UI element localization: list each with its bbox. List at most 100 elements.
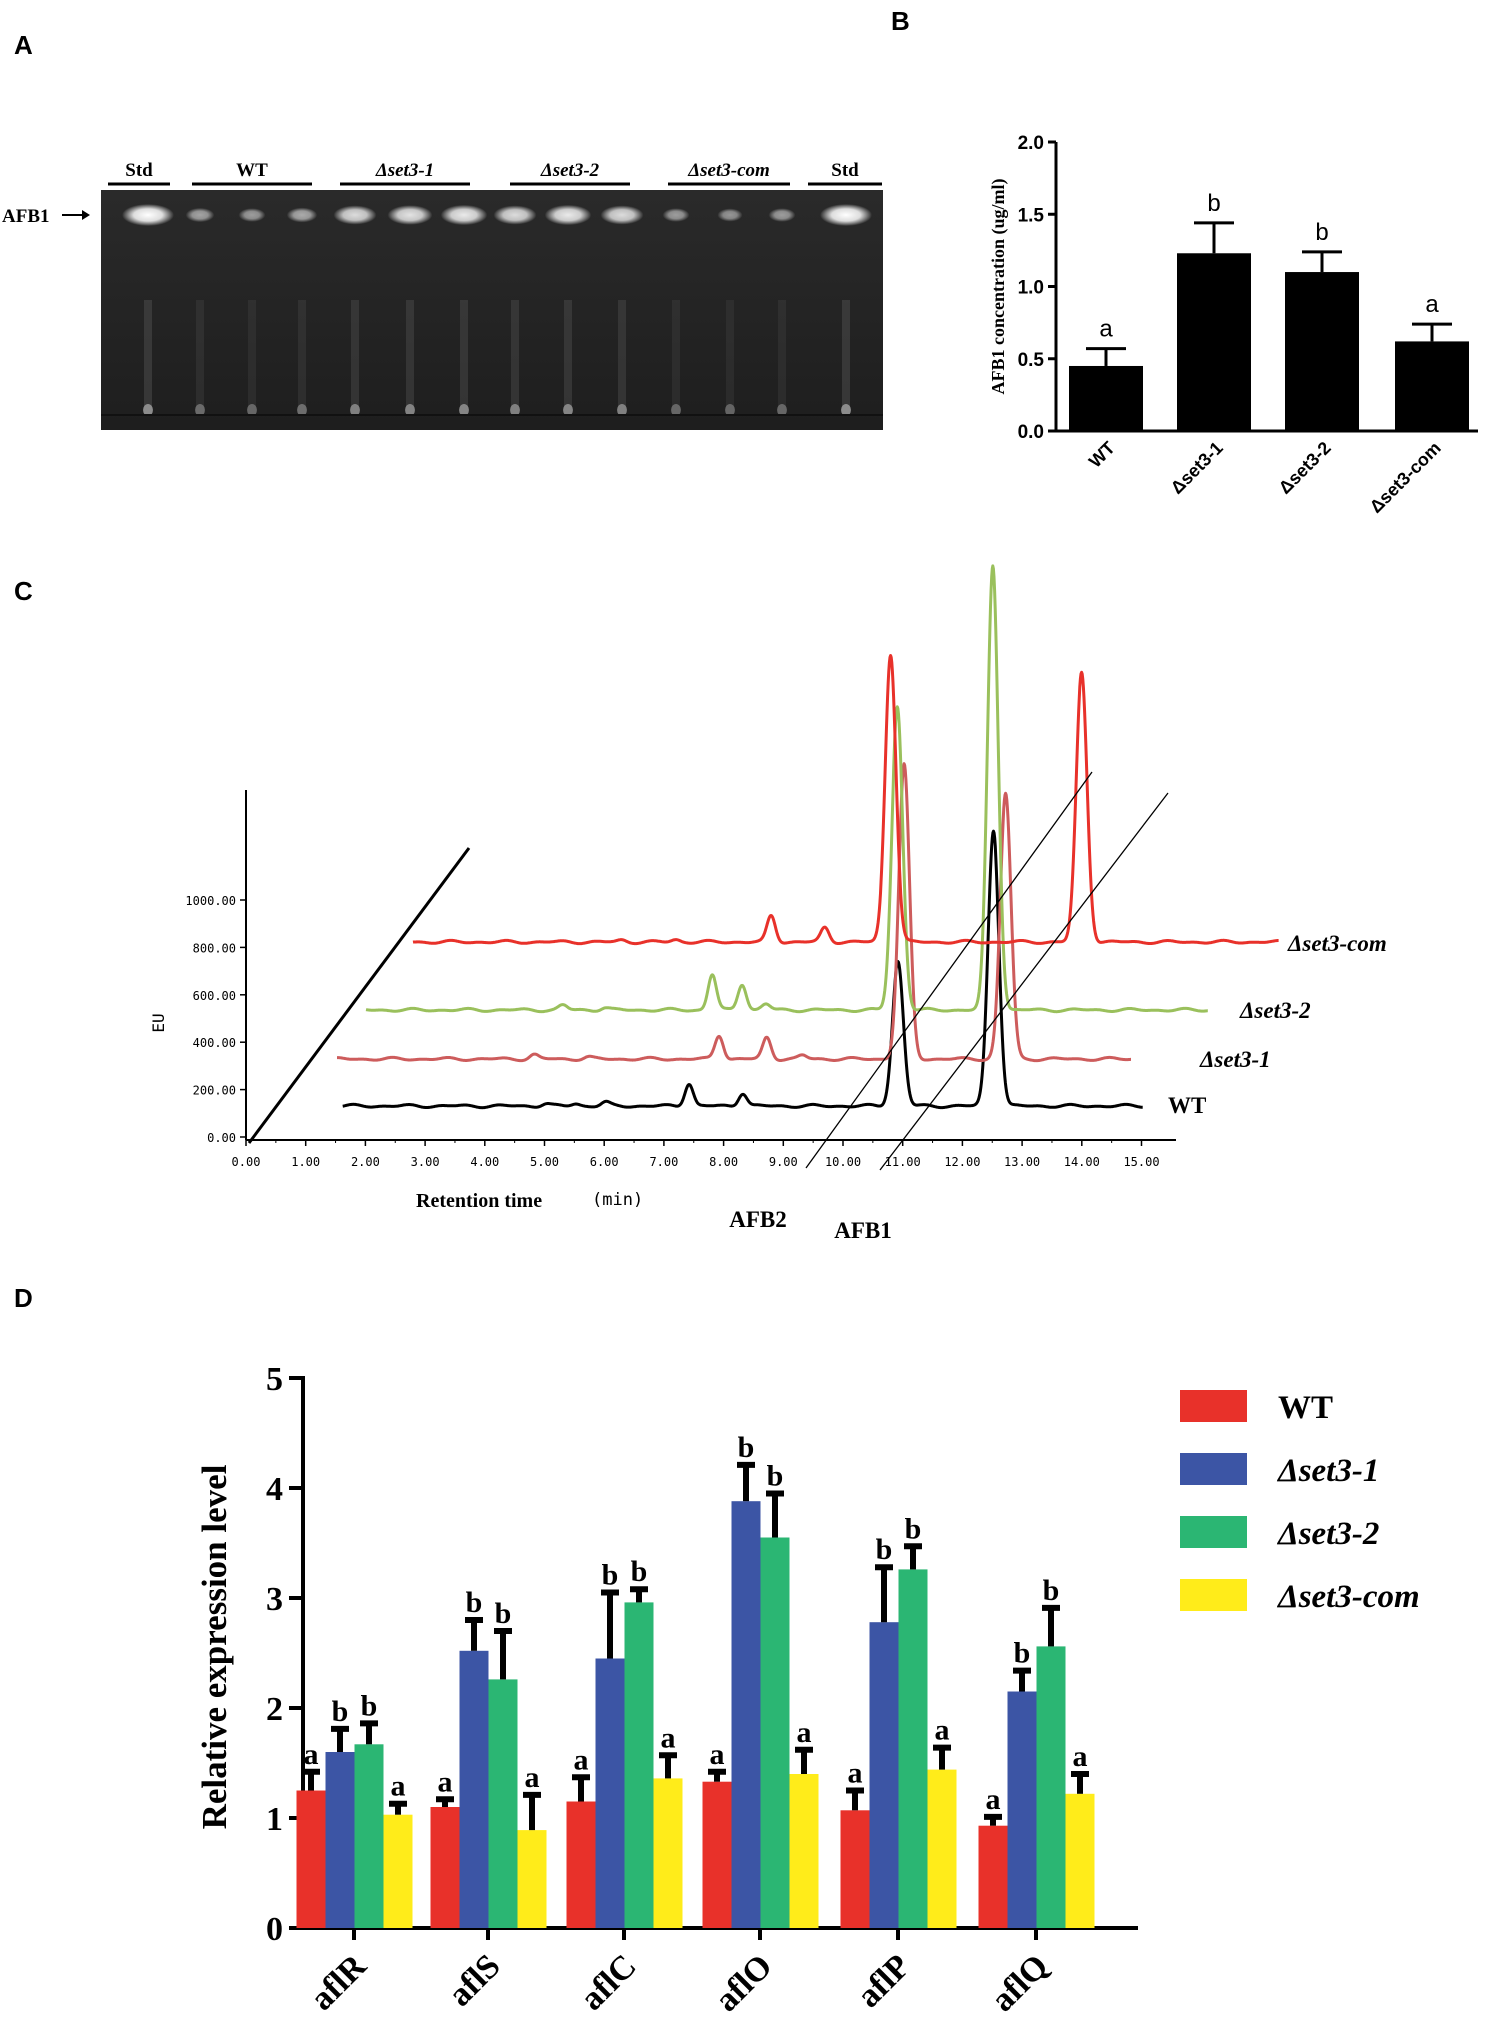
panel-label-c: C	[14, 576, 33, 606]
y-axis-title: AFB1 concentration (ug/ml)	[988, 179, 1009, 395]
y-tick-label: 1	[266, 1801, 283, 1838]
significance-letter: a	[986, 1783, 1001, 1816]
lane-label: Std	[831, 160, 859, 181]
afb1-guide-line	[879, 792, 1169, 1171]
bar	[488, 1679, 518, 1928]
arrow-right-icon	[62, 210, 90, 220]
origin-spot	[143, 404, 153, 416]
bar	[383, 1814, 413, 1928]
afb1-spot	[122, 204, 174, 226]
bar	[325, 1752, 355, 1928]
bar	[1036, 1646, 1066, 1928]
legend-swatch	[1180, 1390, 1247, 1422]
significance-letter: a	[1099, 316, 1113, 343]
bar	[566, 1801, 596, 1928]
lane-label: WT	[236, 160, 268, 181]
legend-swatch	[1180, 1579, 1247, 1611]
lane-label: Δset3-2	[540, 160, 600, 181]
lane-streak	[196, 300, 204, 415]
legend-swatch	[1180, 1453, 1247, 1485]
afb1-spot	[544, 204, 592, 226]
bar	[702, 1781, 732, 1928]
significance-letter: a	[797, 1716, 812, 1749]
significance-letter: b	[1207, 190, 1220, 217]
x-tick-label: Δset3-com	[1366, 438, 1445, 517]
bar	[1065, 1793, 1095, 1928]
bar	[760, 1537, 790, 1928]
y-tick-label: 1000.00	[185, 894, 236, 908]
lane-streak	[406, 300, 414, 415]
x-tick-label: 1.00	[291, 1155, 320, 1169]
lane-streak	[672, 300, 680, 415]
significance-letter: b	[738, 1431, 755, 1464]
significance-letter: b	[1315, 219, 1328, 246]
y-tick-label: 0.00	[207, 1131, 236, 1145]
lane-streak	[144, 300, 152, 415]
afb1-spot	[286, 207, 318, 223]
hplc-chromatogram-chart: 0.00 1.00 2.00 3.00 4.00 5.00 6.00 7.00 8.00 9.00…	[149, 564, 1387, 1243]
y-tick-label: 600.00	[193, 989, 236, 1003]
afb1-spot	[387, 205, 433, 225]
y-tick-label: 4	[266, 1471, 283, 1508]
chromatogram-trace	[412, 654, 1280, 946]
significance-letter: a	[1425, 291, 1439, 318]
origin-spot	[777, 404, 787, 416]
lane-streak	[618, 300, 626, 415]
bar	[898, 1569, 928, 1928]
afb1-spot	[662, 208, 690, 222]
bar	[517, 1830, 547, 1928]
bar	[869, 1622, 899, 1928]
afb2-peak-label: AFB2	[729, 1207, 787, 1232]
y-axis-title: Relative expression level	[195, 1464, 234, 1829]
significance-letter: b	[905, 1512, 922, 1545]
afb1-spot	[333, 205, 377, 225]
depth-axis	[247, 847, 471, 1144]
x-tick-label: Δset3-2	[1275, 438, 1335, 498]
series-label: Δset3-com	[1287, 931, 1387, 956]
origin-spot	[459, 404, 469, 416]
afb1-spot	[440, 204, 488, 226]
origin-spot	[671, 404, 681, 416]
x-tick-label: aflC	[573, 1947, 643, 2017]
bar	[1177, 253, 1251, 431]
legend-swatch	[1180, 1516, 1247, 1548]
significance-letter: b	[495, 1597, 512, 1630]
lane-streak	[726, 300, 734, 415]
bar	[595, 1658, 625, 1928]
origin-spot	[725, 404, 735, 416]
bar	[1395, 341, 1469, 431]
y-axis-title: EU	[149, 1013, 168, 1032]
significance-letter: a	[574, 1743, 589, 1776]
significance-letter: b	[1014, 1637, 1031, 1670]
x-tick-label: 8.00	[709, 1155, 738, 1169]
series-label: Δset3-1	[1199, 1047, 1271, 1072]
significance-letter: b	[1043, 1574, 1060, 1607]
x-axis-unit: (min)	[592, 1190, 643, 1210]
origin-spot	[405, 404, 415, 416]
y-tick-label: 800.00	[193, 941, 236, 955]
legend-label: WT	[1278, 1390, 1333, 1426]
chromatogram-trace	[336, 762, 1132, 1063]
origin-spot	[617, 404, 627, 416]
significance-letter: a	[1073, 1740, 1088, 1773]
y-tick-label: 200.00	[193, 1084, 236, 1098]
x-tick-label: aflP	[850, 1947, 918, 2015]
x-axis-title: Retention time	[416, 1190, 542, 1212]
bar	[653, 1778, 683, 1928]
afb2-guide-line	[805, 771, 1093, 1169]
y-tick-label: 2.0	[1018, 133, 1044, 154]
legend-label: Δset3-2	[1276, 1516, 1379, 1552]
y-tick-label: 5	[266, 1361, 283, 1398]
x-tick-label: 9.00	[769, 1155, 798, 1169]
bar	[296, 1790, 326, 1928]
gel-plate	[101, 190, 883, 430]
significance-letter: b	[332, 1695, 349, 1728]
x-tick-label: 4.00	[470, 1155, 499, 1169]
bar	[978, 1825, 1008, 1928]
x-tick-label: 6.00	[590, 1155, 619, 1169]
panel-label-a: A	[14, 30, 33, 60]
y-tick-label: 3	[266, 1581, 283, 1618]
bar	[731, 1501, 761, 1928]
